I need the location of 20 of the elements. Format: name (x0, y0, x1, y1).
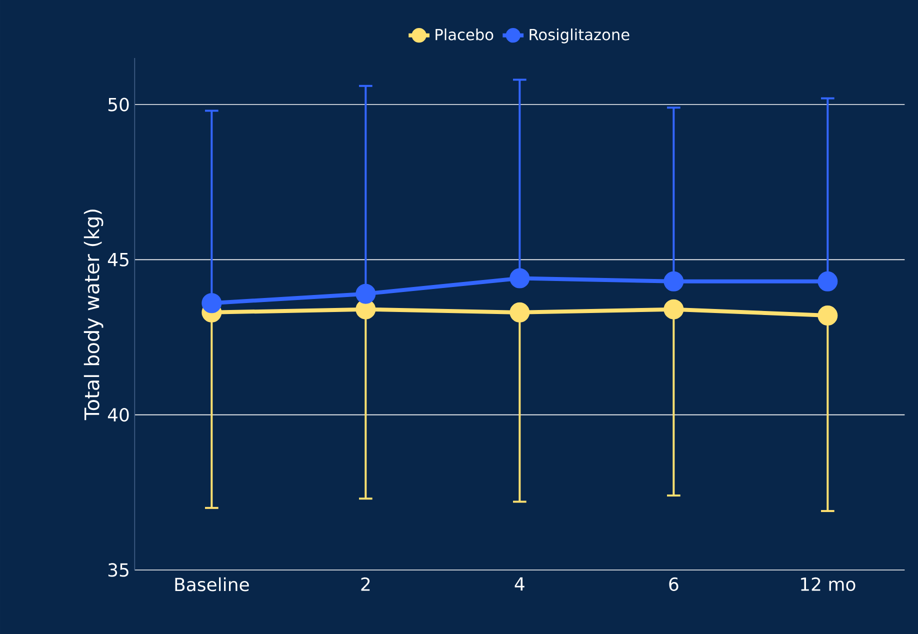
point (510, 302, 530, 322)
legend-label: Rosiglitazone (530, 28, 630, 44)
x-tick-label: 4 (514, 577, 524, 590)
point (202, 293, 222, 314)
point (818, 271, 838, 292)
x-tick-label: 6 (669, 577, 678, 591)
y-tick-label: 40 (108, 408, 129, 422)
x-tick-label: 2 (361, 577, 370, 591)
legend-label: Placebo (436, 28, 494, 40)
y-tick-label: 50 (108, 98, 129, 112)
x-tick-label: 12 mo (801, 577, 856, 591)
y-axis-title: Total body water (kg) (84, 210, 104, 420)
point (664, 271, 684, 292)
x-tick-label: Baseline (175, 577, 249, 592)
y-tick-label: 35 (108, 563, 128, 577)
point (356, 284, 376, 304)
point (664, 299, 684, 320)
y-tick-label: 45 (108, 252, 128, 266)
point (510, 268, 530, 288)
point (818, 306, 838, 326)
